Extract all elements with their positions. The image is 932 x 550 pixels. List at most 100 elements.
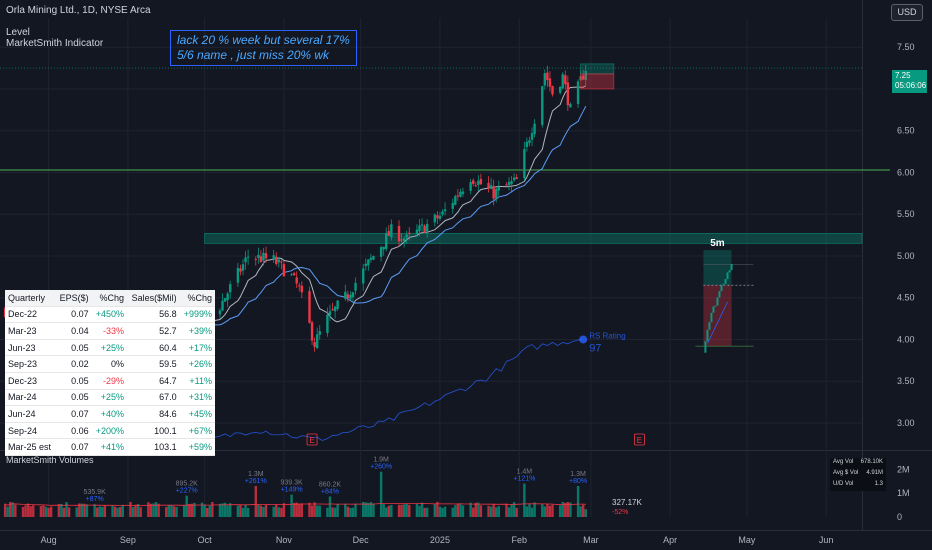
cell-eps-chg: +25% [91, 389, 127, 407]
candle-body [390, 224, 393, 238]
candle-body [244, 257, 247, 263]
candle-body [454, 196, 457, 205]
table-row: Jun-24 0.07 +40% 84.6 +45% [5, 405, 215, 423]
volume-bar [333, 507, 337, 517]
volume-bar [95, 507, 99, 517]
candle-body [254, 258, 257, 260]
volume-average-line [4, 503, 586, 506]
volume-bar [78, 503, 81, 517]
volume-bar [29, 506, 32, 517]
cell-quarter: Sep-23 [5, 355, 56, 373]
volume-bar [523, 483, 526, 517]
volume-bar [369, 502, 373, 517]
volume-peak-label: 860.2K [319, 482, 342, 489]
candle-body [420, 224, 424, 226]
col-eps-chg: %Chg [91, 290, 127, 307]
candle-body [497, 186, 500, 191]
earnings-marker-letter: E [637, 436, 642, 445]
candle-body [226, 293, 229, 301]
volume-bar [185, 495, 188, 517]
pattern-candle [718, 291, 721, 298]
candle-body [438, 215, 442, 219]
volume-bar [459, 504, 462, 517]
candle-body [400, 239, 403, 241]
col-eps: EPS($) [55, 290, 92, 307]
pattern-candle [728, 270, 731, 273]
volume-bar [512, 502, 516, 517]
cell-sales-chg: +45% [179, 405, 215, 423]
pattern-candle [708, 322, 711, 330]
volume-bar [528, 504, 531, 517]
pattern-candle [722, 283, 725, 286]
price-tick-label: 6.00 [897, 167, 915, 177]
volume-bar [530, 507, 534, 517]
volume-bar [44, 506, 48, 517]
table-row: Dec-22 0.07 +450% 56.8 +999% [5, 306, 215, 324]
volume-bar [275, 504, 278, 517]
cell-eps: 0.07 [55, 306, 92, 324]
candle-body [300, 285, 304, 293]
volume-bar [346, 506, 350, 517]
volume-bar [6, 506, 9, 517]
volume-bar [259, 505, 263, 517]
volume-bar [492, 503, 495, 517]
cell-sales: 56.8 [127, 306, 180, 324]
volume-bar [382, 504, 385, 517]
volume-bar [264, 504, 268, 517]
volume-bar [175, 507, 178, 517]
cell-sales: 67.0 [127, 389, 180, 407]
candle-body [569, 103, 572, 108]
price-tick-label: 4.00 [897, 334, 915, 344]
volume-bar [272, 506, 275, 517]
candle-body [229, 284, 232, 293]
volume-bar [456, 503, 460, 517]
volume-bar [9, 501, 12, 517]
volume-tick-label: 0 [897, 512, 902, 522]
candle-body [479, 178, 483, 185]
last-volume-value: 327.17K [612, 498, 642, 507]
volume-tick-label: 1M [897, 488, 910, 498]
cell-eps-chg: +41% [91, 438, 127, 456]
candle-body [354, 282, 357, 291]
volume-bar [80, 503, 84, 517]
volume-bar [546, 504, 549, 517]
candle-body [584, 70, 587, 80]
volume-peak-change: +261% [245, 478, 267, 485]
volume-bar [129, 501, 132, 517]
candle-body [349, 294, 352, 299]
cell-eps: 0.04 [55, 322, 92, 340]
candle-body [512, 177, 516, 181]
pattern-candle [726, 272, 729, 280]
candle-body [328, 311, 332, 315]
volume-bar [443, 506, 447, 517]
candle-body [223, 298, 227, 302]
candle-body [379, 247, 383, 257]
volume-peak-change: +121% [513, 476, 535, 483]
cell-quarter: Jun-24 [5, 405, 56, 423]
marketsmith-indicator-label[interactable]: MarketSmith Indicator [6, 38, 104, 49]
volume-bar [121, 504, 124, 517]
candle-body [423, 225, 426, 233]
candle-body [318, 331, 321, 335]
panel-separator [0, 450, 932, 451]
volume-bar [226, 505, 229, 517]
volume-peak-label: 1.4M [517, 469, 533, 476]
candle-body [487, 182, 490, 188]
volume-bar [134, 504, 137, 517]
col-quarterly: Quarterly [5, 290, 56, 307]
currency-button[interactable]: USD [891, 4, 923, 21]
cell-sales: 60.4 [127, 339, 180, 357]
price-tick-label: 4.50 [897, 293, 915, 303]
volume-bar [402, 504, 406, 517]
cell-sales-chg: +67% [179, 422, 215, 440]
pattern-candle [720, 285, 723, 292]
candle-body [290, 274, 293, 276]
candle-body [548, 78, 552, 87]
level-indicator-label[interactable]: Level [6, 27, 30, 38]
volume-bar [298, 503, 301, 517]
volume-bar [241, 507, 245, 517]
volume-bar [566, 502, 570, 517]
text-annotation[interactable]: lack 20 % week but several 17% 5/6 name … [170, 30, 357, 66]
candle-body [477, 180, 480, 186]
